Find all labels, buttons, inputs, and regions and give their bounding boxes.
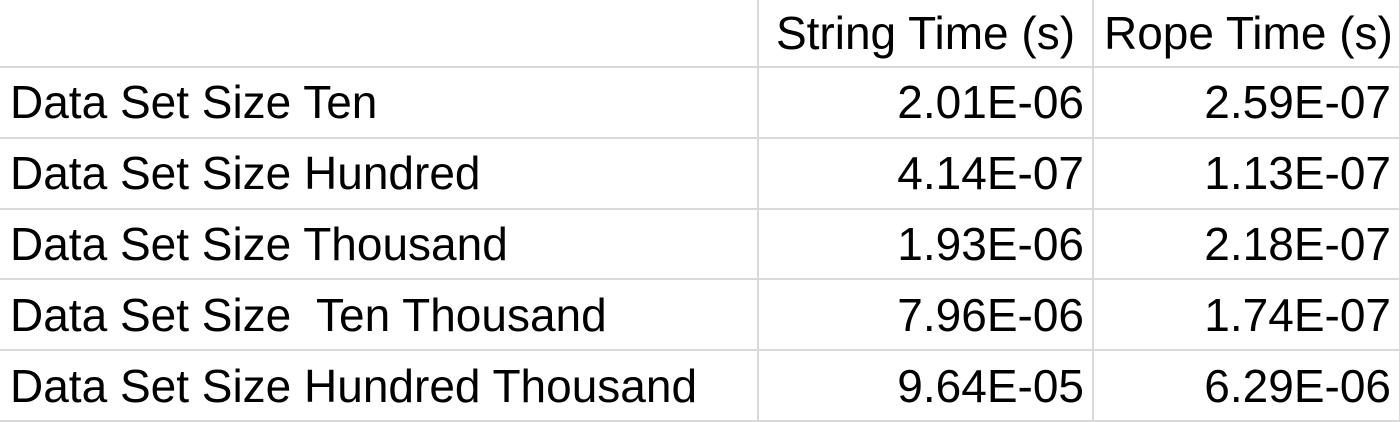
table-row: Data Set Size Hundred Thousand 9.64E-05 … [0,349,1400,422]
rope-time-cell[interactable]: 2.18E-07 [1092,207,1400,281]
rope-time-cell[interactable]: 1.13E-07 [1092,136,1400,210]
corner-cell[interactable] [0,0,759,68]
string-time-cell[interactable]: 7.96E-06 [757,278,1094,352]
rope-time-cell[interactable]: 1.74E-07 [1092,278,1400,352]
row-label-cell[interactable]: Data Set Size Hundred [0,136,759,210]
table-row: Data Set Size Ten Thousand 7.96E-06 1.74… [0,278,1400,352]
string-time-cell[interactable]: 9.64E-05 [757,349,1094,422]
row-label-cell[interactable]: Data Set Size Ten Thousand [0,278,759,352]
string-time-cell[interactable]: 1.93E-06 [757,207,1094,281]
row-label-cell[interactable]: Data Set Size Ten [0,67,759,139]
row-label-cell[interactable]: Data Set Size Thousand [0,207,759,281]
string-time-cell[interactable]: 4.14E-07 [757,136,1094,210]
rope-time-cell[interactable]: 2.59E-07 [1092,67,1400,139]
table-row: Data Set Size Hundred 4.14E-07 1.13E-07 [0,136,1400,210]
row-label-cell[interactable]: Data Set Size Hundred Thousand [0,349,759,422]
table-row: Data Set Size Thousand 1.93E-06 2.18E-07 [0,207,1400,281]
header-row: String Time (s) Rope Time (s) [0,0,1400,68]
column-header-string-time[interactable]: String Time (s) [757,0,1094,68]
column-header-rope-time[interactable]: Rope Time (s) [1092,0,1400,68]
table-row: Data Set Size Ten 2.01E-06 2.59E-07 [0,67,1400,139]
rope-time-cell[interactable]: 6.29E-06 [1092,349,1400,422]
string-time-cell[interactable]: 2.01E-06 [757,67,1094,139]
